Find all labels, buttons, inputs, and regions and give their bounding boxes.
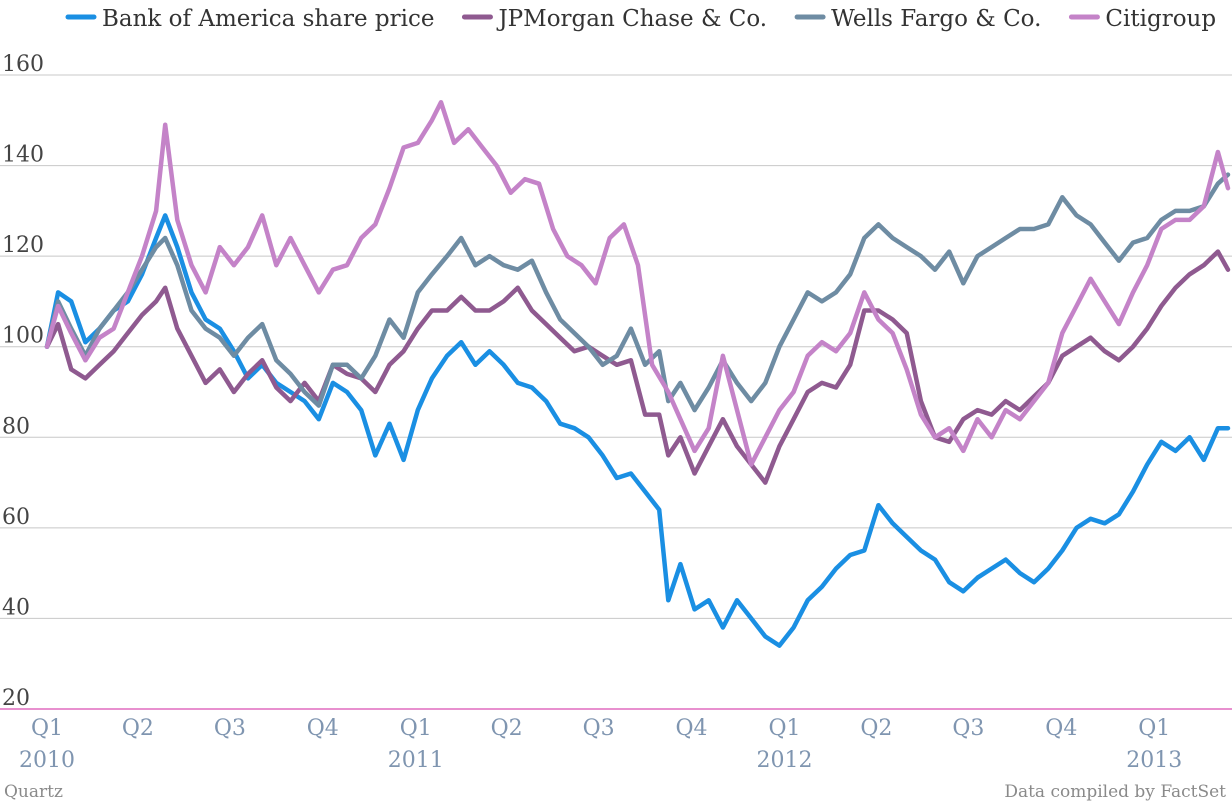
x-tick-label: Q2	[491, 716, 523, 741]
x-tick-year-label: 2013	[1126, 748, 1182, 773]
x-tick-year-label: 2012	[756, 748, 812, 773]
source-credit-left: Quartz	[4, 782, 63, 802]
legend-label: Citigroup	[1105, 6, 1216, 32]
y-tick-label: 160	[2, 52, 44, 77]
x-tick-label: Q3	[583, 716, 615, 741]
x-tick-label: Q3	[214, 716, 246, 741]
legend: Bank of America share price JPMorgan Chas…	[65, 6, 1216, 32]
legend-label: JPMorgan Chase & Co.	[496, 6, 767, 32]
x-tick-label: Q1	[31, 716, 63, 741]
x-tick-label: Q4	[1045, 716, 1077, 741]
legend-label: Wells Fargo & Co.	[831, 6, 1041, 32]
x-tick-label: Q4	[307, 716, 339, 741]
x-tick-label: Q1	[768, 716, 800, 741]
series-layer	[44, 99, 1231, 648]
series-line-jpmorgan-chase-co	[44, 249, 1231, 485]
series-line-wells-fargo-co	[44, 172, 1231, 413]
x-tick-label: Q4	[676, 716, 708, 741]
y-tick-label: 120	[2, 233, 44, 258]
y-tick-label: 140	[2, 143, 44, 168]
x-tick-label: Q1	[1138, 716, 1170, 741]
x-tick-label: Q3	[952, 716, 984, 741]
x-tick-year-label: 2011	[388, 748, 444, 773]
source-credit-right: Data compiled by FactSet	[1004, 782, 1226, 802]
grid-layer	[0, 74, 1232, 710]
x-tick-label: Q2	[122, 716, 154, 741]
y-tick-label: 40	[2, 595, 30, 620]
y-tick-label: 100	[2, 324, 44, 349]
y-tick-label: 60	[2, 505, 30, 530]
x-tick-year-label: 2010	[19, 748, 75, 773]
x-tick-label: Q2	[860, 716, 892, 741]
x-tick-label: Q1	[400, 716, 432, 741]
series-line-bank-of-america-share-price	[44, 213, 1231, 648]
x-axis: Q1 2010 Q2 Q3 Q4 Q1 2011 Q2 Q3 Q4 Q1 2012 Q2 Q3 Q4 Q1 20…	[19, 716, 1182, 773]
y-tick-label: 80	[2, 414, 30, 439]
series-line-citigroup	[44, 99, 1231, 467]
y-axis: 20 40 60 80 100 120 140 160	[2, 52, 44, 711]
y-tick-label: 20	[2, 686, 30, 711]
legend-label: Bank of America share price	[102, 6, 434, 32]
